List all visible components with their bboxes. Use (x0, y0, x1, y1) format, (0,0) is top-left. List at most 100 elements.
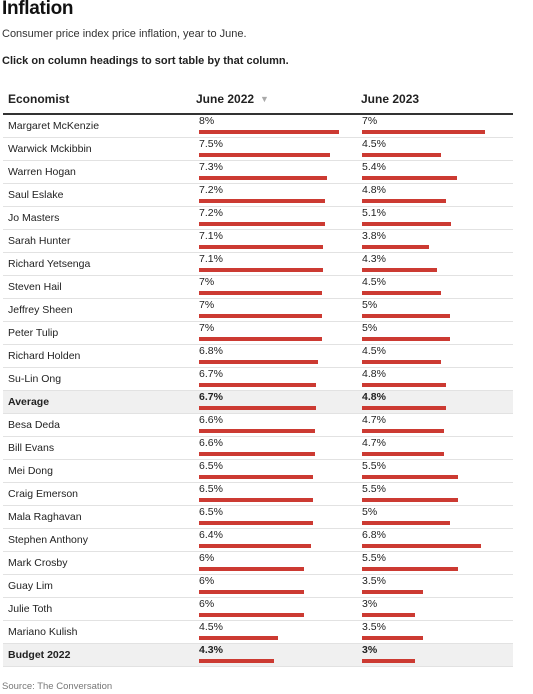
value-june-2022: 6.7% (199, 368, 223, 380)
bar-june-2023 (362, 360, 441, 364)
value-june-2023: 4.8% (362, 184, 386, 196)
sort-down-icon: ▼ (260, 94, 269, 104)
value-june-2023: 5.5% (362, 460, 386, 472)
column-header-june-2022[interactable]: June 2022 ▼ (196, 92, 269, 106)
table-row: Guay Lim 6% 3.5% (3, 575, 513, 598)
economist-name: Average (8, 396, 50, 408)
table-row: Bill Evans 6.6% 4.7% (3, 437, 513, 460)
source-note: Source: The Conversation (2, 681, 113, 692)
bar-june-2023 (362, 153, 441, 157)
table-row: Budget 2022 4.3% 3% (3, 644, 513, 667)
bar-june-2022 (199, 475, 313, 479)
column-header-economist[interactable]: Economist (8, 92, 69, 106)
bar-june-2022 (199, 406, 317, 410)
bar-june-2023 (362, 245, 429, 249)
value-june-2022: 6% (199, 575, 215, 587)
value-june-2023: 3% (362, 598, 378, 610)
economist-name: Stephen Anthony (8, 534, 88, 546)
bar-june-2022 (199, 245, 324, 249)
value-june-2022: 7% (199, 299, 215, 311)
bar-june-2023 (362, 659, 415, 663)
table-row: Mariano Kulish 4.5% 3.5% (3, 621, 513, 644)
value-june-2022: 6.7% (199, 391, 223, 403)
value-june-2023: 4.8% (362, 391, 386, 403)
table-row: Mala Raghavan 6.5% 5% (3, 506, 513, 529)
value-june-2022: 6.5% (199, 483, 223, 495)
sort-instruction: Click on column headings to sort table b… (2, 55, 289, 67)
economist-name: Sarah Hunter (8, 235, 71, 247)
value-june-2022: 6.6% (199, 437, 223, 449)
value-june-2023: 4.5% (362, 276, 386, 288)
economist-name: Craig Emerson (8, 488, 79, 500)
table-row: Warren Hogan 7.3% 5.4% (3, 161, 513, 184)
bar-june-2022 (199, 176, 327, 180)
bar-june-2023 (362, 452, 445, 456)
bar-june-2023 (362, 521, 450, 525)
bar-june-2022 (199, 613, 304, 617)
bar-june-2022 (199, 383, 317, 387)
bar-june-2023 (362, 498, 459, 502)
bar-june-2022 (199, 153, 331, 157)
bar-june-2023 (362, 567, 459, 571)
bar-june-2023 (362, 268, 438, 272)
bar-june-2022 (199, 636, 278, 640)
column-header-june-2023[interactable]: June 2023 (361, 92, 419, 106)
value-june-2022: 6.6% (199, 414, 223, 426)
value-june-2023: 5.1% (362, 207, 386, 219)
table-row: Average 6.7% 4.8% (3, 391, 513, 414)
economist-name: Budget 2022 (8, 649, 71, 661)
table-body: Margaret McKenzie 8% 7% Warwick Mckibbin 7.5… (3, 115, 513, 667)
bar-june-2023 (362, 590, 424, 594)
table-row: Mei Dong 6.5% 5.5% (3, 460, 513, 483)
bar-june-2023 (362, 429, 445, 433)
economist-name: Warwick Mckibbin (8, 143, 92, 155)
economist-name: Julie Toth (8, 603, 53, 615)
bar-june-2022 (199, 291, 322, 295)
bar-june-2023 (362, 199, 446, 203)
bar-june-2022 (199, 337, 322, 341)
value-june-2022: 7.2% (199, 184, 223, 196)
economist-name: Saul Eslake (8, 189, 64, 201)
bar-june-2022 (199, 314, 322, 318)
value-june-2022: 6.5% (199, 506, 223, 518)
value-june-2023: 5.5% (362, 552, 386, 564)
table-row: Warwick Mckibbin 7.5% 4.5% (3, 138, 513, 161)
bar-june-2022 (199, 659, 275, 663)
bar-june-2023 (362, 130, 485, 134)
value-june-2023: 5% (362, 506, 378, 518)
column-header-june-2022-label: June 2022 (196, 92, 255, 106)
value-june-2023: 5.5% (362, 483, 386, 495)
bar-june-2023 (362, 475, 459, 479)
page-subtitle: Consumer price index price inflation, ye… (2, 28, 247, 40)
bar-june-2022 (199, 268, 324, 272)
value-june-2022: 7.3% (199, 161, 223, 173)
economist-name: Warren Hogan (8, 166, 76, 178)
bar-june-2023 (362, 636, 424, 640)
economist-name: Mala Raghavan (8, 511, 82, 523)
economist-name: Mark Crosby (8, 557, 68, 569)
bar-june-2023 (362, 222, 452, 226)
value-june-2022: 6.5% (199, 460, 223, 472)
economist-name: Su-Lin Ong (8, 373, 62, 385)
economist-table: Economist June 2022 ▼ June 2023 Margaret … (3, 86, 513, 667)
value-june-2023: 3.5% (362, 575, 386, 587)
value-june-2022: 6% (199, 552, 215, 564)
economist-name: Besa Deda (8, 419, 60, 431)
value-june-2023: 3.5% (362, 621, 386, 633)
bar-june-2023 (362, 544, 481, 548)
value-june-2022: 7.5% (199, 138, 223, 150)
table-row: Craig Emerson 6.5% 5.5% (3, 483, 513, 506)
bar-june-2023 (362, 383, 446, 387)
table-row: Steven Hail 7% 4.5% (3, 276, 513, 299)
bar-june-2022 (199, 222, 325, 226)
table-row: Peter Tulip 7% 5% (3, 322, 513, 345)
bar-june-2022 (199, 360, 318, 364)
value-june-2022: 7.2% (199, 207, 223, 219)
value-june-2023: 6.8% (362, 529, 386, 541)
bar-june-2023 (362, 613, 415, 617)
economist-name: Richard Yetsenga (8, 258, 91, 270)
bar-june-2022 (199, 429, 315, 433)
bar-june-2022 (199, 452, 315, 456)
table-row: Richard Yetsenga 7.1% 4.3% (3, 253, 513, 276)
